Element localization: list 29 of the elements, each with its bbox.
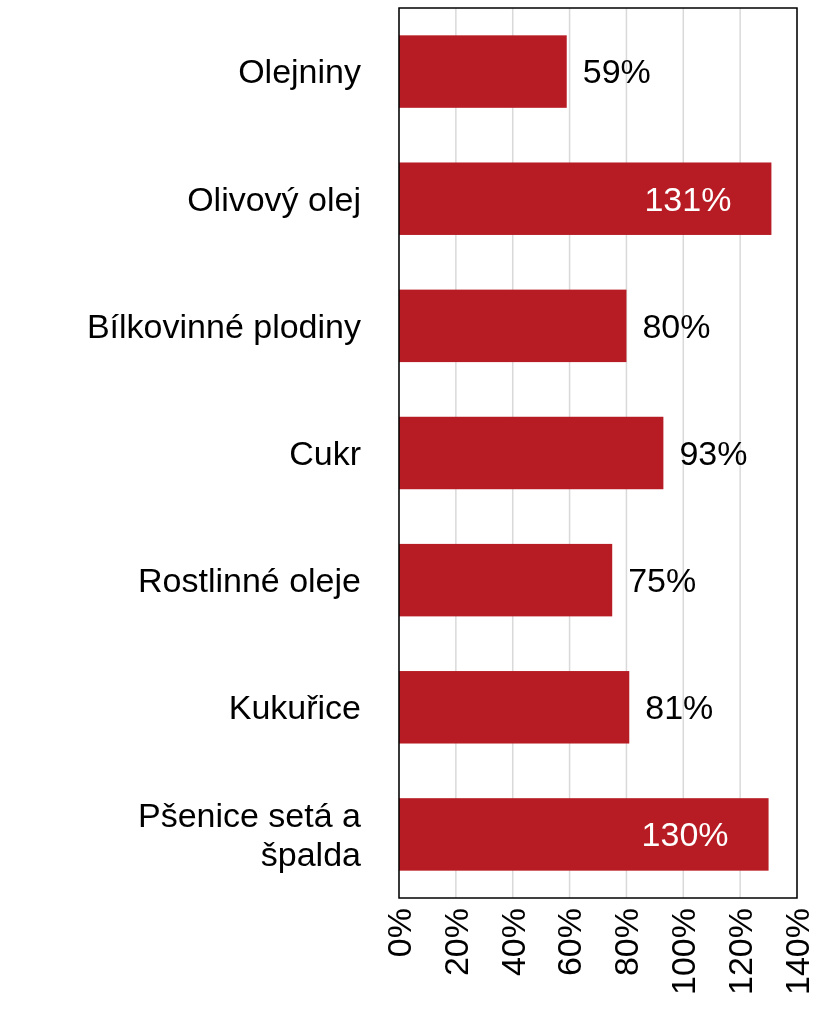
bar: [399, 671, 630, 744]
bar: [399, 162, 772, 235]
bar: [399, 289, 627, 363]
y-tick-label: Kukuřice: [228, 688, 361, 727]
data-label: 59%: [582, 52, 651, 91]
y-tick-label: Olejniny: [238, 52, 361, 91]
y-tick-label: Olivový olej: [187, 179, 361, 218]
data-label: 131%: [644, 179, 732, 218]
data-label: 93%: [679, 433, 748, 472]
x-tick-label: 40%: [493, 908, 532, 977]
data-label: 81%: [645, 688, 714, 727]
bar: [399, 798, 769, 871]
y-tick-label: Pšenice setá a špalda: [137, 795, 362, 873]
x-tick-label: 0%: [379, 908, 418, 958]
y-tick-label: Cukr: [289, 433, 361, 472]
x-tick-label: 100%: [664, 908, 703, 995]
x-tick-label: 80%: [607, 908, 646, 977]
data-label: 75%: [628, 561, 697, 600]
data-label: 130%: [641, 815, 729, 854]
bar: [399, 543, 613, 617]
x-tick-label: 120%: [721, 908, 760, 995]
y-tick-label: Rostlinné oleje: [137, 561, 361, 600]
x-tick-label: 60%: [550, 908, 589, 977]
data-label: 80%: [642, 306, 711, 345]
x-tick-label: 140%: [777, 908, 816, 995]
bar: [399, 35, 567, 108]
x-tick-label: 20%: [436, 908, 475, 977]
bar: [399, 416, 664, 490]
y-tick-label: Bílkovinné plodiny: [86, 306, 361, 345]
